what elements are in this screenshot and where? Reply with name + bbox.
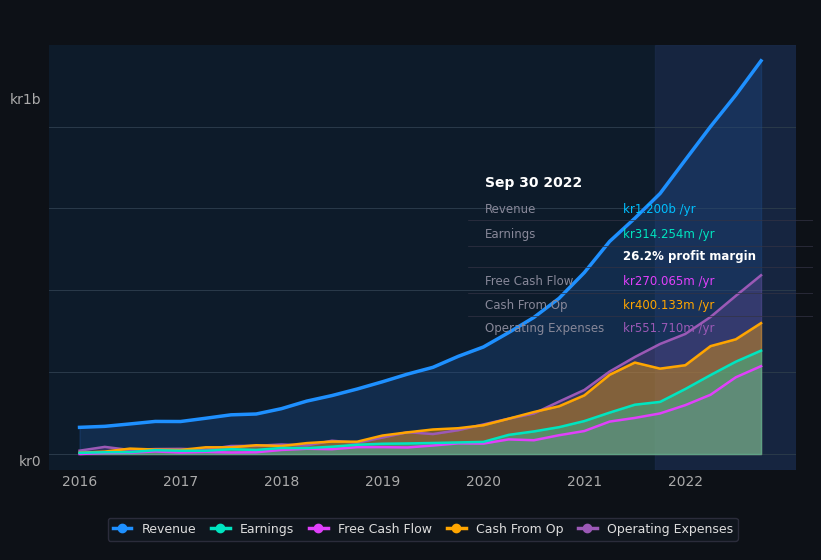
Text: Cash From Op: Cash From Op <box>485 298 567 312</box>
Text: Revenue: Revenue <box>485 203 537 216</box>
Text: Earnings: Earnings <box>485 228 537 241</box>
Text: kr0: kr0 <box>19 455 42 469</box>
Text: Free Cash Flow: Free Cash Flow <box>485 275 574 288</box>
Text: 26.2% profit margin: 26.2% profit margin <box>623 250 756 263</box>
Text: kr1b: kr1b <box>10 93 42 107</box>
Legend: Revenue, Earnings, Free Cash Flow, Cash From Op, Operating Expenses: Revenue, Earnings, Free Cash Flow, Cash … <box>108 518 738 541</box>
Text: kr1.200b /yr: kr1.200b /yr <box>623 203 695 216</box>
Text: kr270.065m /yr: kr270.065m /yr <box>623 275 714 288</box>
Bar <box>655 45 796 470</box>
Text: kr314.254m /yr: kr314.254m /yr <box>623 228 715 241</box>
Text: kr551.710m /yr: kr551.710m /yr <box>623 322 714 335</box>
Text: Operating Expenses: Operating Expenses <box>485 322 604 335</box>
Text: kr400.133m /yr: kr400.133m /yr <box>623 298 714 312</box>
Text: Sep 30 2022: Sep 30 2022 <box>485 175 582 189</box>
